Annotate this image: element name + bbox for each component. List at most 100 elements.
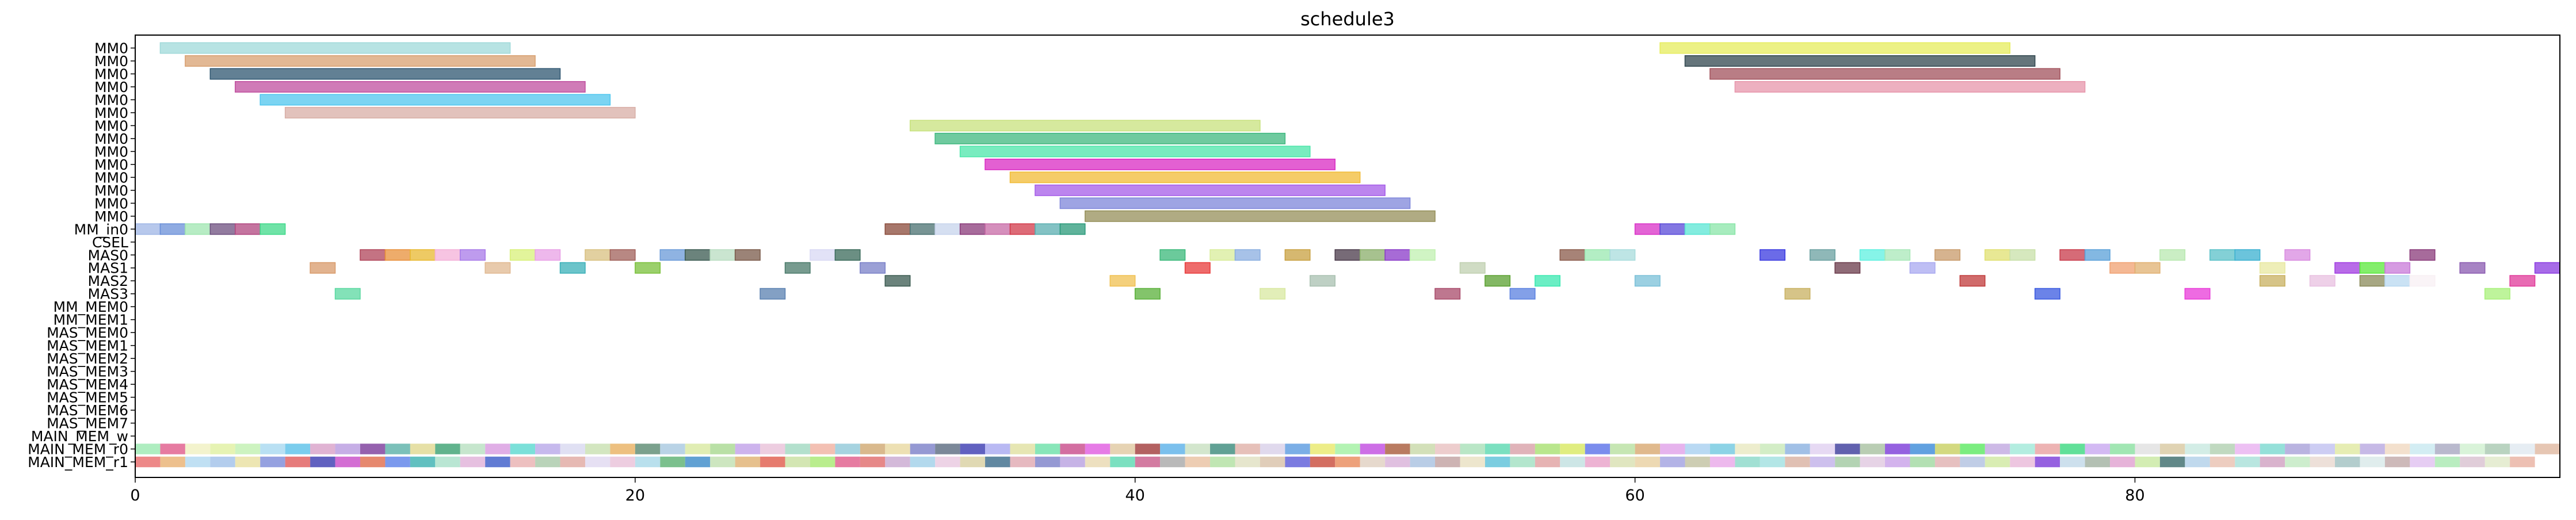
main-mem-r1-cell [910,456,936,468]
main-mem-r0-cell [2185,443,2210,454]
main-mem-r1-cell [1860,456,1886,468]
x-tick-label: 60 [1625,487,1644,504]
y-tick-label: MM_MEM1 [54,312,128,328]
main-mem-r1-cell [2159,456,2185,468]
task-bar [2484,288,2510,300]
main-mem-r1-cell [2434,456,2460,468]
y-tick-label: MAS3 [88,286,128,303]
main-mem-r1-cell [735,456,761,468]
task-bar [1584,249,1611,261]
main-mem-r1-cell [835,456,860,468]
task-bar [2134,262,2161,274]
task-bar [1985,249,2010,261]
task-bar [2334,262,2361,274]
main-mem-r0-cell [1060,443,1085,454]
task-bar [934,223,961,235]
main-mem-r0-cell [1310,443,1335,454]
task-bar [2384,275,2411,287]
main-mem-r0-cell [1410,443,1436,454]
task-bar [609,249,636,261]
task-bar [434,249,461,261]
task-bar [159,223,186,235]
main-mem-r0-cell [1660,443,1685,454]
task-bar [1509,288,1536,300]
main-mem-r1-cell [2235,456,2260,468]
main-mem-r0-cell [285,443,311,454]
main-mem-r0-cell [1785,443,1810,454]
task-bar [259,94,611,106]
main-mem-r0-cell [1709,443,1735,454]
main-mem-r1-cell [1335,456,1360,468]
main-mem-r1-cell [935,456,960,468]
main-mem-r0-cell [1285,443,1310,454]
task-bar [1009,223,1036,235]
main-mem-r1-cell [2485,456,2510,468]
main-mem-r1-cell [1285,456,1310,468]
task-bar [1659,223,1686,235]
y-tick-label: MAIN_MEM_r1 [28,454,128,471]
main-mem-r0-cell [1235,443,1260,454]
main-mem-r1-cell [1010,456,1035,468]
main-mem-r0-cell [1435,443,1460,454]
main-mem-r0-cell [2384,443,2410,454]
main-mem-r1-cell [235,456,261,468]
task-bar [2459,262,2486,274]
main-mem-r1-cell [1435,456,1460,468]
main-mem-r1-cell [1735,456,1760,468]
main-mem-r1-cell [2460,456,2485,468]
task-bar [1834,262,1861,274]
main-mem-r1-cell [685,456,711,468]
task-bar [1559,249,1586,261]
main-mem-r0-cell [1460,443,1485,454]
main-mem-r1-cell [760,456,785,468]
task-bar [2259,275,2285,287]
main-mem-r1-cell [2035,456,2060,468]
task-bar [235,81,586,93]
main-mem-r1-cell [585,456,610,468]
task-bar [1359,249,1386,261]
task-bar [1760,249,1786,261]
main-mem-r1-cell [660,456,685,468]
task-bar [1734,81,2086,93]
main-mem-r0-cell [2260,443,2285,454]
y-tick-label: MAS2 [88,273,128,289]
main-mem-r0-cell [585,443,610,454]
main-mem-r1-cell [1885,456,1910,468]
main-mem-r1-cell [1910,456,1935,468]
main-mem-r0-cell [785,443,810,454]
y-tick-labels: MM0MM0MM0MM0MM0MM0MM0MM0MM0MM0MM0MM0MM0M… [28,40,135,471]
main-mem-r0-cell [1260,443,1285,454]
task-bar [1684,55,2036,67]
task-bar [1109,275,1136,287]
task-bar [2384,262,2411,274]
main-mem-r0-cell [985,443,1010,454]
main-mem-r0-cell [1135,443,1161,454]
task-bar [484,262,511,274]
main-mem-r0-cell [1885,443,1910,454]
task-bar [209,68,561,80]
main-mem-r1-cell [1135,456,1161,468]
task-bar [959,146,1311,158]
main-mem-r0-cell [1585,443,1611,454]
main-mem-r0-cell [2085,443,2111,454]
task-bar [959,223,986,235]
main-mem-r0-cell [660,443,685,454]
main-mem-r0-cell [535,443,560,454]
main-mem-r1-cell [1410,456,1436,468]
main-mem-r1-cell [1110,456,1135,468]
main-mem-r0-cell [885,443,910,454]
task-bar [934,132,1286,144]
main-mem-r1-cell [285,456,311,468]
y-tick-label: MM0 [94,182,128,199]
main-mem-r1-cell [1484,456,1510,468]
y-tick-label: MM_in0 [74,221,128,238]
task-bar [1484,275,1511,287]
main-mem-r1-cell [1685,456,1710,468]
main-mem-r1-cell [1060,456,1085,468]
task-bar [2084,249,2111,261]
main-mem-r1-cell [1960,456,1985,468]
main-mem-r0-cell [460,443,486,454]
plot-frame [135,35,2560,478]
main-mem-r0-cell [1934,443,1960,454]
task-bar [2534,262,2560,274]
